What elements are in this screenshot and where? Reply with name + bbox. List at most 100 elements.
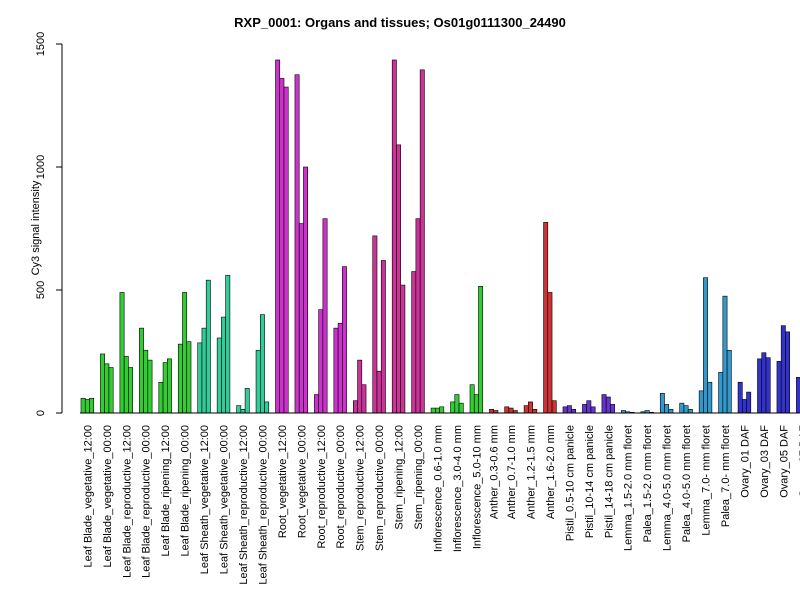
bar — [458, 402, 464, 414]
category-label: Root_vegetative_00:00 — [296, 425, 308, 538]
bar — [478, 286, 484, 414]
bar — [283, 86, 289, 414]
bar — [761, 352, 767, 414]
bar — [342, 266, 347, 414]
bar — [119, 292, 125, 414]
category-label: Leaf Blade_vegetative_00:00 — [102, 425, 114, 568]
category-label: Anther_0.3-0.6 mm — [489, 425, 501, 519]
bar — [473, 394, 479, 414]
y-axis-label: Cy3 signal intensity — [30, 180, 42, 275]
bar — [264, 401, 270, 414]
category-label: Inflorescence_5.0-10 mm — [471, 425, 483, 549]
bar — [318, 309, 324, 414]
bar — [601, 394, 607, 414]
category-label: Leaf Blade_ripening_12:00 — [160, 425, 172, 557]
bar — [294, 74, 300, 414]
bar — [586, 400, 592, 414]
bar — [679, 402, 685, 414]
bar — [197, 342, 203, 414]
bar — [664, 404, 670, 414]
bar — [158, 381, 164, 414]
bar — [741, 399, 747, 414]
y-tick-label: 1000 — [35, 155, 47, 179]
bar — [361, 384, 367, 414]
bar — [523, 405, 529, 414]
bar — [177, 343, 183, 414]
category-label: Lemma_7.0- mm floret — [701, 425, 713, 536]
bar — [104, 363, 110, 414]
category-label: Anther_1.2-1.5 mm — [525, 425, 537, 519]
bar — [687, 409, 693, 414]
bar — [322, 218, 328, 414]
category-label: Anther_0.7-1.0 mm — [506, 425, 518, 519]
bar — [439, 406, 445, 414]
category-label: Inflorescence_0.6-1.0 mm — [432, 425, 444, 552]
category-label: Root_reproductive_12:00 — [316, 425, 328, 549]
bar — [698, 390, 704, 414]
category-label: Lemma_4.0-5.0 mm floret — [662, 425, 674, 551]
category-label: Anther_1.6-2.0 mm — [545, 425, 557, 519]
bar — [746, 391, 752, 414]
bar — [225, 274, 231, 414]
category-label: Lemma_1.5-2.0 mm floret — [623, 425, 635, 551]
category-label: Inflorescence_3.0-4.0 mm — [452, 425, 464, 552]
bar — [489, 409, 495, 414]
bar — [776, 361, 782, 414]
category-label: Leaf Sheath_vegetative_00:00 — [219, 425, 231, 574]
bar — [508, 407, 514, 414]
bar — [435, 407, 440, 414]
bar — [298, 223, 304, 414]
bar — [562, 406, 568, 414]
bar — [337, 322, 343, 414]
bar — [279, 78, 285, 414]
category-label: Palea_7.0- mm floret — [720, 425, 732, 527]
bar — [469, 384, 475, 414]
bar — [450, 401, 456, 414]
category-label: Root_reproductive_00:00 — [335, 425, 347, 549]
category-label: Ovary_07 DAF — [798, 425, 800, 498]
bar — [757, 358, 763, 414]
bar — [610, 404, 615, 414]
bar — [571, 409, 577, 414]
bar — [303, 166, 309, 414]
bar — [454, 394, 460, 414]
bar — [108, 367, 114, 414]
bar — [547, 292, 553, 414]
bar — [186, 341, 192, 414]
bar — [123, 356, 129, 414]
category-labels: Leaf Blade_vegetative_12:00 Leaf Blade_ve… — [82, 425, 800, 585]
bar — [205, 279, 211, 414]
category-label: Leaf Blade_reproductive_00:00 — [141, 425, 153, 578]
bar — [543, 222, 549, 414]
bar — [532, 409, 538, 414]
bar — [659, 393, 665, 414]
bar — [89, 397, 95, 414]
bar — [703, 277, 708, 414]
chart-title: RXP_0001: Organs and tissues; Os01g01113… — [234, 15, 566, 30]
category-label: Leaf Sheath_reproductive_12:00 — [238, 425, 250, 585]
bar — [722, 295, 728, 414]
bar — [504, 406, 510, 414]
bar — [128, 367, 133, 414]
y-axis: 0 500 1000 1500 — [35, 32, 63, 416]
bar — [216, 337, 222, 414]
bar — [333, 327, 339, 414]
category-label: Leaf Blade_vegetative_12:00 — [82, 425, 94, 568]
bar — [683, 405, 689, 414]
bar — [372, 235, 378, 414]
bar — [411, 271, 417, 414]
bar — [182, 292, 188, 414]
category-label: Root_vegetative_12:00 — [277, 425, 289, 538]
bar — [84, 399, 90, 414]
category-label: Leaf Blade_ripening_00:00 — [180, 425, 192, 557]
bar — [415, 218, 421, 414]
bar — [400, 284, 406, 414]
bar — [582, 404, 588, 414]
bar — [240, 409, 246, 414]
bar — [275, 59, 281, 414]
bar — [419, 69, 425, 414]
bar — [707, 381, 713, 414]
bar — [221, 316, 226, 414]
category-label: Stem_reproductive_00:00 — [374, 425, 386, 551]
